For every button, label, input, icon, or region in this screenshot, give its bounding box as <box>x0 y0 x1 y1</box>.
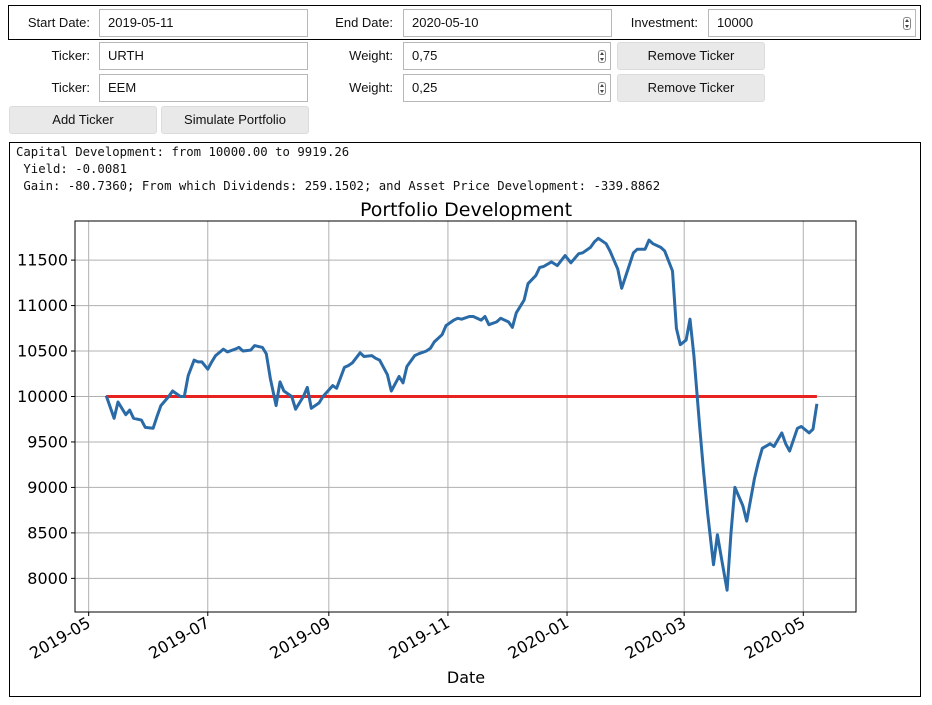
remove-ticker-button-1[interactable]: Remove Ticker <box>617 42 765 70</box>
spin-arrows-icon[interactable] <box>598 50 606 63</box>
y-tick-label: 10000 <box>17 387 68 406</box>
weight-label: Weight: <box>349 80 393 95</box>
remove-ticker-button-2[interactable]: Remove Ticker <box>617 74 765 102</box>
x-axis-label: Date <box>447 668 485 687</box>
weight-label: Weight: <box>349 48 393 63</box>
y-tick-label: 8500 <box>27 523 68 542</box>
spin-arrows-icon[interactable] <box>598 82 606 95</box>
ticker-label: Ticker: <box>51 48 90 63</box>
investment-value: 10000 <box>717 15 754 30</box>
y-tick-label: 9500 <box>27 432 68 451</box>
y-tick-label: 8000 <box>27 569 68 588</box>
ticker-label: Ticker: <box>51 80 90 95</box>
spin-arrows-icon[interactable] <box>903 17 911 30</box>
y-tick-label: 11000 <box>17 296 68 315</box>
ticker-field-1[interactable]: URTH <box>99 42 308 70</box>
start-date-field[interactable]: 2019-05-11 <box>99 9 308 37</box>
x-tick-label: 2019-11 <box>386 613 453 663</box>
x-tick-label: 2019-07 <box>145 613 212 663</box>
portfolio-line <box>104 236 819 592</box>
weight-spinbox-1[interactable]: 0,75 <box>403 42 611 70</box>
controls-frame <box>8 5 921 40</box>
ticker-field-2[interactable]: EEM <box>99 74 308 102</box>
plot-area <box>74 220 857 613</box>
gain-text: Gain: -80.7360; From which Dividends: 25… <box>16 179 661 193</box>
x-tick-label: 2019-09 <box>266 613 333 663</box>
results-frame <box>9 142 921 697</box>
yield-text: Yield: -0.0081 <box>16 162 128 176</box>
investment-spinbox[interactable]: 10000 <box>708 9 916 37</box>
x-tick-label: 2019-05 <box>26 613 93 663</box>
end-date-field[interactable]: 2020-05-10 <box>403 9 612 37</box>
investment-label: Investment: <box>630 15 698 30</box>
weight-spinbox-2[interactable]: 0,25 <box>403 74 611 102</box>
simulate-portfolio-button[interactable]: Simulate Portfolio <box>161 106 309 134</box>
weight-value: 0,75 <box>412 48 438 63</box>
y-tick-label: 11500 <box>17 251 68 270</box>
chart-title: Portfolio Development <box>360 199 572 221</box>
x-tick-label: 2020-05 <box>741 613 808 663</box>
x-tick-label: 2020-03 <box>622 613 689 663</box>
capital-development-text: Capital Development: from 10000.00 to 99… <box>16 145 350 159</box>
add-ticker-button[interactable]: Add Ticker <box>9 106 157 134</box>
y-tick-label: 10500 <box>17 342 68 361</box>
x-tick-label: 2020-01 <box>505 613 572 663</box>
end-date-label: End Date: <box>335 15 393 30</box>
start-date-label: Start Date: <box>27 15 90 30</box>
y-tick-label: 9000 <box>27 478 68 497</box>
weight-value: 0,25 <box>412 80 438 95</box>
